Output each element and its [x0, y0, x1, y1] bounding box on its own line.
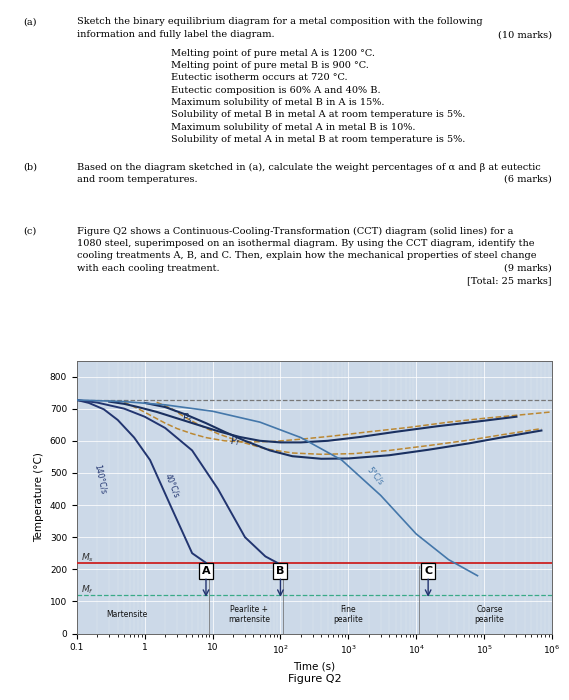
Text: Eutectic composition is 60% A and 40% B.: Eutectic composition is 60% A and 40% B. [171, 86, 380, 94]
Text: Melting point of pure metal B is 900 °C.: Melting point of pure metal B is 900 °C. [171, 61, 369, 70]
Text: (6 marks): (6 marks) [504, 174, 552, 183]
X-axis label: Time (s): Time (s) [293, 662, 336, 671]
Text: 5°C/s: 5°C/s [365, 466, 385, 487]
Y-axis label: Temperature (°C): Temperature (°C) [34, 452, 44, 542]
Text: C: C [424, 566, 432, 576]
Text: Fine
pearlite: Fine pearlite [333, 605, 363, 624]
Text: Melting point of pure metal A is 1200 °C.: Melting point of pure metal A is 1200 °C… [171, 49, 375, 58]
Text: Figure Q2: Figure Q2 [287, 675, 341, 685]
Text: (10 marks): (10 marks) [498, 30, 552, 39]
Text: Maximum solubility of metal A in metal B is 10%.: Maximum solubility of metal A in metal B… [171, 122, 415, 132]
Text: (a): (a) [23, 18, 36, 27]
Text: Martensite: Martensite [106, 610, 148, 619]
Text: (9 marks): (9 marks) [504, 264, 552, 272]
Text: (b): (b) [23, 162, 37, 172]
Text: $M_f$: $M_f$ [81, 583, 94, 596]
Text: with each cooling treatment.: with each cooling treatment. [77, 264, 220, 272]
Text: Solubility of metal A in metal B at room temperature is 5%.: Solubility of metal A in metal B at room… [171, 134, 465, 144]
Text: 40°C/s: 40°C/s [163, 473, 180, 499]
Text: Figure Q2 shows a Continuous-Cooling-Transformation (CCT) diagram (solid lines) : Figure Q2 shows a Continuous-Cooling-Tra… [77, 227, 513, 236]
Text: information and fully label the diagram.: information and fully label the diagram. [77, 30, 274, 39]
Text: $P_f$: $P_f$ [230, 434, 241, 448]
Text: [Total: 25 marks]: [Total: 25 marks] [467, 276, 552, 285]
Text: Based on the diagram sketched in (a), calculate the weight percentages of α and : Based on the diagram sketched in (a), ca… [77, 162, 541, 172]
Text: cooling treatments A, B, and C. Then, explain how the mechanical properties of s: cooling treatments A, B, and C. Then, ex… [77, 251, 537, 260]
Text: Maximum solubility of metal B in A is 15%.: Maximum solubility of metal B in A is 15… [171, 98, 384, 107]
Text: (c): (c) [23, 227, 36, 236]
Text: Sketch the binary equilibrium diagram for a metal composition with the following: Sketch the binary equilibrium diagram fo… [77, 18, 483, 27]
Text: Coarse
pearlite: Coarse pearlite [475, 605, 504, 624]
Text: Solubility of metal B in metal A at room temperature is 5%.: Solubility of metal B in metal A at room… [171, 110, 465, 119]
Text: $M_s$: $M_s$ [81, 552, 94, 564]
Text: $P_s$: $P_s$ [182, 412, 193, 426]
Text: A: A [201, 566, 211, 576]
Text: Pearlite +
martensite: Pearlite + martensite [229, 605, 270, 624]
Text: B: B [276, 566, 284, 576]
Text: 140°C/s: 140°C/s [93, 463, 108, 495]
Text: and room temperatures.: and room temperatures. [77, 174, 197, 183]
Text: 1080 steel, superimposed on an isothermal diagram. By using the CCT diagram, ide: 1080 steel, superimposed on an isotherma… [77, 239, 534, 248]
Text: Eutectic isotherm occurs at 720 °C.: Eutectic isotherm occurs at 720 °C. [171, 74, 347, 83]
